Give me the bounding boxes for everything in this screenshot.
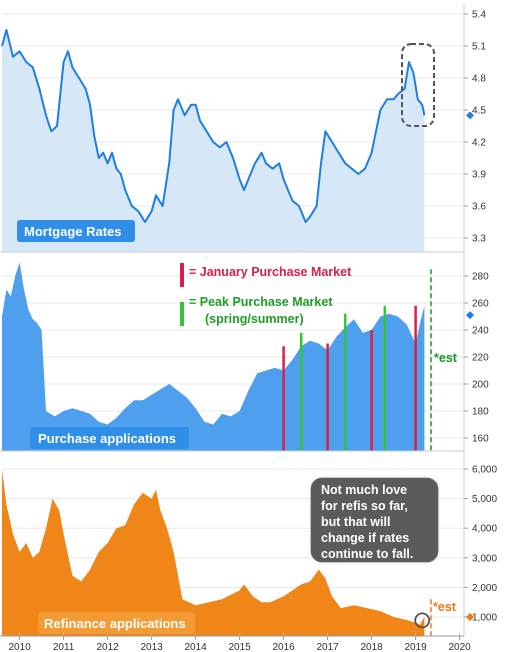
x-tick-label: 2019 bbox=[404, 642, 427, 652]
recent-rates-highlight bbox=[401, 43, 435, 127]
january-legend-label: = January Purchase Market bbox=[189, 265, 352, 279]
purchase-applications-label: Purchase applications bbox=[38, 431, 176, 446]
rates-last-value-marker bbox=[466, 111, 474, 120]
refi-note-line-1: Not much love bbox=[321, 483, 407, 497]
y-tick-label: 4.2 bbox=[472, 138, 486, 149]
y-tick-label: 4.8 bbox=[472, 74, 486, 85]
purchase-panel: 160 180 200 220 240 260 280 = January Purchase… bbox=[2, 262, 489, 451]
y-tick-label: 5,000 bbox=[472, 494, 497, 505]
rates-area-fill bbox=[2, 30, 425, 252]
x-tick-label: 2010 bbox=[8, 642, 31, 652]
y-tick-label: 200 bbox=[472, 380, 489, 391]
y-tick-label: 6,000 bbox=[472, 465, 497, 476]
y-tick-label: 3.3 bbox=[472, 234, 486, 245]
y-tick-label: 3,000 bbox=[472, 553, 497, 564]
y-tick-label: 5.1 bbox=[472, 42, 486, 53]
y-tick-label: 4.5 bbox=[472, 106, 486, 117]
y-tick-label: 260 bbox=[472, 299, 489, 310]
purchase-area bbox=[2, 262, 425, 451]
purchase-estimate-label: *est bbox=[434, 351, 458, 365]
x-axis: 2010 2011 2012 2013 2014 2015 2016 2017 2018 2019… bbox=[8, 633, 471, 652]
refinance-area bbox=[2, 469, 425, 636]
x-tick-label: 2017 bbox=[316, 642, 339, 652]
x-tick-label: 2018 bbox=[360, 642, 383, 652]
mortgage-rates-label: Mortgage Rates bbox=[24, 224, 122, 239]
x-tick-label: 2020 bbox=[448, 642, 471, 652]
peak-legend-swatch bbox=[180, 302, 184, 326]
x-tick-label: 2014 bbox=[184, 642, 207, 652]
refi-note-line-2: for refis so far, bbox=[321, 499, 408, 513]
y-tick-label: 2,000 bbox=[472, 583, 497, 594]
x-tick-label: 2015 bbox=[228, 642, 251, 652]
y-tick-label: 4,000 bbox=[472, 524, 497, 535]
january-legend-swatch bbox=[180, 263, 184, 287]
peak-legend-label: = Peak Purchase Market bbox=[189, 295, 333, 309]
y-tick-label: 220 bbox=[472, 353, 489, 364]
y-tick-label: 280 bbox=[472, 272, 489, 283]
purchase-y-axis: 160 180 200 220 240 260 280 bbox=[464, 272, 489, 445]
rates-line bbox=[1, 29, 426, 223]
refi-note-line-4: change if rates bbox=[321, 531, 409, 545]
refi-current-highlight bbox=[414, 612, 431, 629]
purchase-last-value-marker bbox=[466, 311, 474, 320]
purchase-season-markers bbox=[282, 305, 417, 451]
y-tick-label: 160 bbox=[472, 434, 489, 445]
x-tick-label: 2013 bbox=[140, 642, 163, 652]
x-tick-label: 2011 bbox=[53, 642, 75, 652]
y-tick-label: 3.9 bbox=[472, 170, 486, 181]
y-tick-label: 3.6 bbox=[472, 202, 486, 213]
rates-y-axis: 3.3 3.6 3.9 4.2 4.5 4.8 5.1 5.4 bbox=[464, 10, 486, 245]
y-tick-label: 180 bbox=[472, 407, 489, 418]
y-tick-label: 5.4 bbox=[472, 10, 486, 21]
y-tick-label: 240 bbox=[472, 326, 489, 337]
x-tick-label: 2012 bbox=[96, 642, 119, 652]
y-tick-label: 1,000 bbox=[472, 613, 497, 624]
mortgage-rates-panel: 3.3 3.6 3.9 4.2 4.5 4.8 5.1 5.4 Mortgage Rates bbox=[1, 10, 486, 252]
purchase-label-box bbox=[30, 427, 189, 449]
x-tick-label: 2016 bbox=[272, 642, 295, 652]
refinance-applications-label: Refinance applications bbox=[44, 616, 186, 631]
refi-note-line-5: continue to fall. bbox=[321, 547, 413, 561]
refi-note-line-3: but that will bbox=[321, 515, 390, 529]
refi-note-box bbox=[309, 476, 440, 564]
refinance-panel: 1,000 2,000 3,000 4,000 5,000 6,000 *est Not … bbox=[2, 465, 497, 636]
mortgage-rates-label-box bbox=[17, 220, 135, 242]
refi-estimate-label: *est bbox=[433, 600, 457, 614]
peak-legend-sublabel: (spring/summer) bbox=[205, 312, 304, 326]
refi-last-value-marker bbox=[466, 613, 474, 621]
refinance-label-box bbox=[38, 612, 195, 634]
